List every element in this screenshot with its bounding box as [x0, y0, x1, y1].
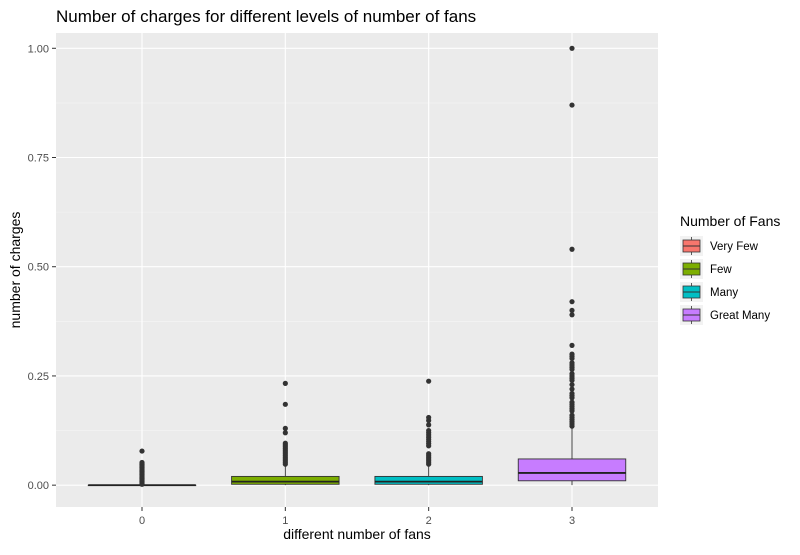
outlier-point	[426, 414, 432, 421]
outlier-point	[569, 360, 575, 366]
legend-label: Great Many	[710, 310, 770, 322]
x-tick-label: 0	[139, 515, 145, 527]
outlier-point	[569, 102, 575, 108]
outlier-point	[426, 427, 432, 434]
y-tick-label: 1.00	[28, 43, 49, 55]
outlier-point	[282, 425, 288, 431]
y-tick-label: 0.25	[28, 371, 49, 383]
y-tick-label: 0.00	[28, 480, 49, 492]
box-1	[231, 465, 340, 486]
outlier-point	[569, 351, 575, 357]
outlier-point	[139, 448, 145, 454]
legend-label: Few	[710, 264, 732, 276]
y-axis: 0.00 0.25 0.50 0.75 1.00	[28, 43, 56, 492]
outlier-point	[426, 422, 432, 428]
legend-title: Number of Fans	[680, 213, 780, 229]
outlier-point	[569, 382, 575, 388]
x-axis: 0 1 2 3	[139, 507, 575, 527]
box-body	[517, 458, 627, 482]
outlier-points	[139, 45, 575, 487]
y-tick-label: 0.50	[28, 262, 49, 274]
legend-item: Great Many	[680, 305, 770, 325]
outlier-point	[569, 299, 575, 305]
x-tick-label: 3	[569, 515, 575, 527]
box-body	[231, 475, 340, 485]
legend-item: Many	[680, 282, 738, 302]
outlier-point	[569, 390, 575, 397]
outlier-point	[569, 45, 575, 51]
x-tick-label: 1	[282, 515, 288, 527]
outlier-point	[569, 399, 575, 405]
y-tick-label: 0.75	[28, 153, 49, 165]
box-3	[517, 428, 627, 486]
outlier-point	[282, 440, 288, 446]
legend-item: Very Few	[680, 236, 759, 256]
outlier-point	[569, 307, 575, 314]
x-tick-label: 2	[426, 515, 432, 527]
outlier-point	[569, 371, 575, 377]
plot-panel	[56, 33, 658, 507]
box-2	[374, 465, 483, 486]
outlier-point	[282, 430, 288, 436]
box-body	[374, 475, 483, 485]
y-axis-title: number of charges	[7, 212, 23, 329]
outlier-point	[569, 246, 575, 252]
minor-gridlines	[56, 102, 658, 431]
outlier-point	[282, 380, 288, 386]
box-series	[87, 428, 627, 487]
legend-item: Few	[680, 259, 732, 279]
legend: Number of Fans Very Few Few Many Great Many	[680, 213, 780, 325]
chart-title: Number of charges for different levels o…	[56, 7, 476, 26]
outlier-point	[426, 451, 432, 457]
legend-label: Very Few	[710, 241, 759, 253]
x-axis-title: different number of fans	[283, 526, 431, 542]
legend-label: Many	[710, 287, 738, 299]
outlier-point	[139, 459, 145, 466]
outlier-point	[569, 342, 575, 348]
outlier-point	[569, 386, 575, 392]
outlier-point	[569, 412, 575, 418]
outlier-point	[426, 378, 432, 384]
outlier-point	[569, 312, 575, 318]
outlier-point	[282, 401, 288, 407]
